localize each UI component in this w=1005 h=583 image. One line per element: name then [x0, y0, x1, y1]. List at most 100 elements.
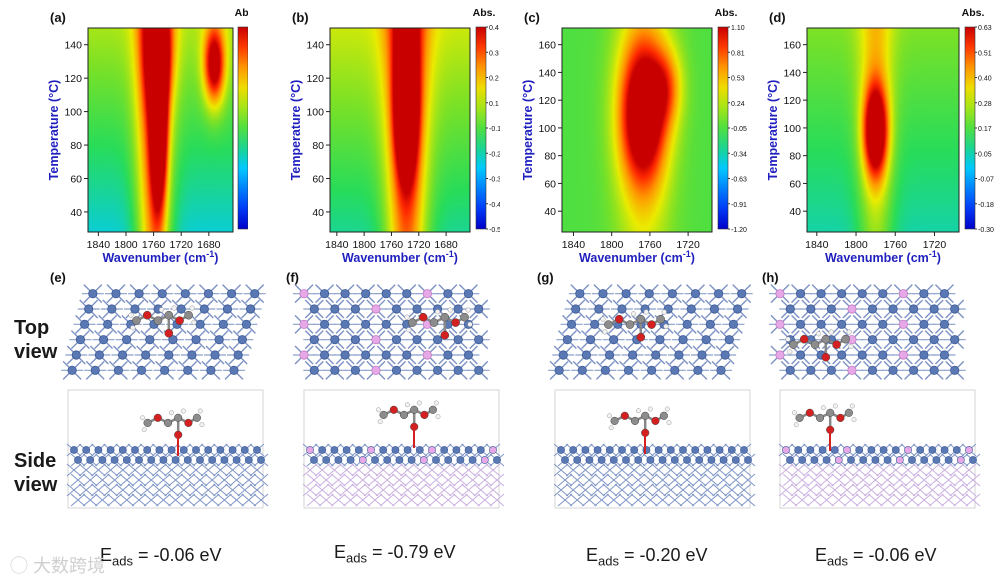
- energy-symbol: E: [100, 545, 113, 565]
- y-tick-label: 60: [544, 178, 556, 190]
- adsorbate-molecule: [607, 406, 672, 437]
- x-axis-label: Wavenumber (cm-1): [342, 249, 458, 265]
- y-tick-label: 120: [64, 73, 82, 85]
- adsorption-energy-f: Eads = -0.79 eV: [334, 542, 456, 566]
- x-tick-label: 1760: [638, 239, 662, 251]
- watermark-logo-icon: ◯: [10, 556, 28, 576]
- energy-value: = -0.06 eV: [853, 545, 937, 565]
- heatmap-panel-c: (c) 1840 1800 1760 1720 40 60 80 100 120 140 160 Wav…: [521, 7, 747, 265]
- y-tick-label: 80: [544, 151, 556, 163]
- colorbar-tick-label: 0.51: [978, 50, 992, 57]
- colorbar-tick-label: -0.2: [489, 151, 500, 158]
- panel-label: (d): [769, 10, 786, 25]
- adsorbate-molecule: [404, 307, 473, 340]
- y-tick-label: 80: [312, 140, 324, 152]
- top-view-label: Top view: [14, 317, 58, 363]
- colorbar-tick-label: 0.24: [731, 101, 745, 108]
- x-tick-label: 1800: [844, 239, 868, 251]
- energy-subscript: ads: [827, 553, 848, 569]
- plot-frame: [561, 27, 713, 233]
- x-tick-label: 1720: [923, 239, 947, 251]
- y-axis-label: Temperature (°C): [47, 80, 61, 181]
- y-tick-label: 160: [538, 40, 556, 52]
- panel-label: (h): [762, 270, 779, 285]
- colorbar-tick-label: -0.30: [978, 227, 994, 234]
- panel-label: (f): [286, 270, 299, 285]
- y-tick-label: 140: [306, 40, 324, 52]
- x-tick-label: 1840: [805, 239, 829, 251]
- adsorbate-molecule: [600, 309, 669, 342]
- y-tick-label: 80: [70, 140, 82, 152]
- adsorbate-molecule: [376, 400, 441, 431]
- watermark: ◯ 大数跨境: [10, 552, 105, 578]
- colorbar-tick-label: -0.34: [731, 151, 747, 158]
- y-tick-label: 60: [70, 173, 82, 185]
- colorbar-tick-label: -1.20: [731, 227, 747, 234]
- energy-symbol: E: [334, 542, 347, 562]
- side-view-structure: [778, 389, 981, 509]
- x-tick-label: 1680: [434, 239, 458, 251]
- colorbar-tick-label: 1.10: [731, 25, 745, 32]
- y-tick-label: 40: [312, 207, 324, 219]
- y-tick-label: 120: [538, 95, 556, 107]
- plot-frame: [806, 27, 960, 233]
- y-tick-label: 40: [70, 207, 82, 219]
- colorbar-title: Abs.: [715, 7, 738, 19]
- y-tick-label: 140: [64, 40, 82, 52]
- panel-label: (g): [537, 270, 554, 285]
- structure-panel-e: (e): [50, 270, 269, 509]
- adsorption-energy-e: Eads = -0.06 eV: [100, 545, 222, 569]
- plot-frame: [87, 27, 234, 233]
- y-tick-label: 160: [783, 40, 801, 52]
- x-tick-label: 1720: [170, 239, 194, 251]
- top-view-structure: [548, 284, 753, 380]
- x-tick-label: 1720: [676, 239, 700, 251]
- colorbar-tick-label: 0.3: [489, 50, 499, 57]
- adsorbate-molecule: [140, 408, 205, 439]
- y-tick-label: 40: [789, 206, 801, 218]
- side-view-label: Side view: [14, 450, 58, 496]
- energy-symbol: E: [586, 545, 599, 565]
- y-tick-label: 140: [538, 67, 556, 79]
- heatmap-image: [807, 28, 959, 232]
- energy-value: = -0.20 eV: [624, 545, 708, 565]
- energy-symbol: E: [815, 545, 828, 565]
- plot-frame: [329, 27, 471, 233]
- y-axis-label: Temperature (°C): [289, 80, 303, 181]
- heatmap-panel-a: (a) 1840 1800 1760 1720 1680 40 60 80 100 120 140 Wa…: [47, 7, 248, 265]
- y-tick-label: 80: [789, 151, 801, 163]
- y-tick-label: 60: [312, 173, 324, 185]
- x-axis-label: Wavenumber (cm-1): [579, 249, 695, 265]
- structure-panel-h: (h): [762, 270, 981, 509]
- heatmap-panel-b: (b) 1840 1800 1760 1720 1680 40 60 80 100 120 140 Wa…: [289, 7, 500, 265]
- colorbar-tick-label: 0.28: [978, 101, 992, 108]
- panel-label: (e): [50, 270, 66, 285]
- colorbar-title: Abs.: [235, 7, 248, 19]
- panel-label: (c): [524, 10, 540, 25]
- x-tick-label: 1840: [562, 239, 586, 251]
- panel-label: (b): [292, 10, 309, 25]
- y-tick-label: 120: [783, 95, 801, 107]
- side-view-structure: [553, 389, 756, 509]
- colorbar-tick-label: -0.3: [489, 177, 500, 184]
- colorbar: [475, 26, 487, 230]
- adsorbate-molecule: [785, 329, 854, 362]
- colorbar-tick-label: -0.5: [489, 227, 500, 234]
- watermark-text: 大数跨境: [33, 556, 106, 576]
- energy-subscript: ads: [346, 550, 367, 566]
- colorbar: [964, 26, 976, 230]
- y-tick-label: 120: [306, 73, 324, 85]
- x-axis-label: Wavenumber (cm-1): [103, 249, 219, 265]
- y-axis-label: Temperature (°C): [521, 80, 535, 181]
- colorbar-tick-label: -0.05: [731, 126, 747, 133]
- adsorption-energy-g: Eads = -0.20 eV: [586, 545, 708, 569]
- colorbar-title: Abs.: [473, 7, 496, 19]
- adsorbate-molecule: [128, 305, 197, 338]
- x-tick-label: 1760: [884, 239, 908, 251]
- y-tick-label: 100: [783, 123, 801, 135]
- y-tick-label: 100: [64, 107, 82, 119]
- side-view-structure: [302, 389, 505, 509]
- colorbar-tick-label: -0.18: [978, 202, 994, 209]
- colorbar: [237, 26, 248, 230]
- y-tick-label: 100: [538, 123, 556, 135]
